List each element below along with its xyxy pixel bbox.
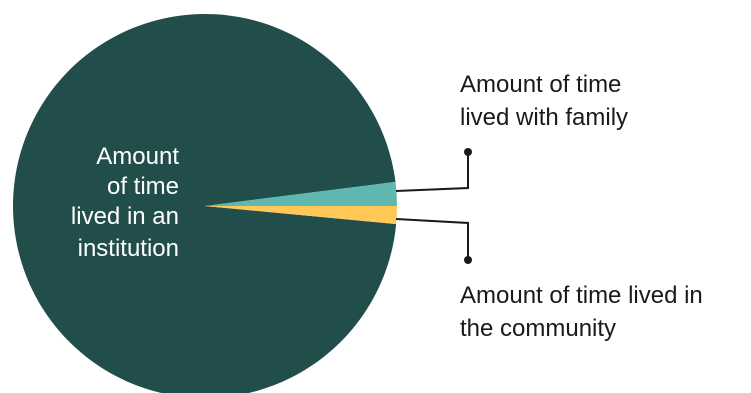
- community-leader-dot: [464, 256, 472, 264]
- slice-family: [205, 181, 397, 206]
- community-leader-line: [395, 218, 469, 260]
- institution-label-line-4: institution: [78, 235, 179, 262]
- community-label-line-2: the community: [460, 315, 616, 342]
- institution-label-line-3: lived in an: [71, 203, 179, 230]
- pie-slices: [13, 14, 397, 393]
- institution-label-line-2: of time: [107, 173, 179, 200]
- slice-institution: [13, 14, 397, 393]
- institution-label: Amount of time lived in an institution: [71, 143, 179, 262]
- family-leader-dot: [464, 148, 472, 156]
- family-leader-line: [395, 152, 469, 192]
- slice-community: [205, 206, 397, 225]
- family-label-line-2: lived with family: [460, 104, 628, 131]
- community-label-line-1: Amount of time lived in: [460, 282, 703, 309]
- community-callout: Amount of time lived in the community: [395, 218, 703, 342]
- institution-label-line-1: Amount: [96, 143, 179, 170]
- family-callout: Amount of time lived with family: [395, 71, 628, 192]
- family-label-line-1: Amount of time: [460, 71, 621, 98]
